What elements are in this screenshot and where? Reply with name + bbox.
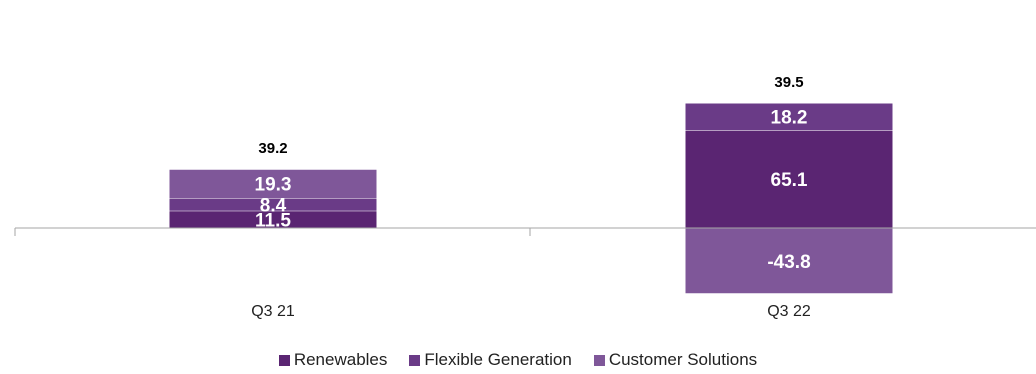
x-tick-label: Q3 22 <box>767 303 811 320</box>
legend-item-renewables: Renewables <box>278 350 388 370</box>
bar-segment-renewables <box>169 210 377 228</box>
legend-label: Customer Solutions <box>608 350 758 369</box>
legend: Renewables Flexible Generation Customer … <box>0 350 1036 370</box>
x-tick-label: Q3 21 <box>251 303 295 320</box>
legend-swatch <box>278 354 290 366</box>
data-label: 11.5 <box>255 210 291 231</box>
legend-swatch <box>593 354 605 366</box>
labels-layer: 11.58.419.3 39.2 Q3 21 65.1 18.2 -43.8 39.5 Q3 … <box>251 74 811 320</box>
legend-label: Flexible Generation <box>424 350 572 369</box>
data-label: 65.1 <box>771 170 808 191</box>
bar-segment-customer-solutions <box>685 228 893 294</box>
legend-item-customer-solutions: Customer Solutions <box>593 350 758 370</box>
total-label: 39.5 <box>774 74 803 91</box>
bar-segment-flexible-generation <box>685 103 893 131</box>
data-label: 19.3 <box>255 175 292 196</box>
data-label: 8.4 <box>260 195 287 216</box>
bar-segment-flexible-generation <box>169 198 377 211</box>
stacked-bar-chart: 11.58.419.3 39.2 Q3 21 65.1 18.2 -43.8 39.5 Q3 … <box>14 74 1036 320</box>
bar-segment-renewables <box>685 130 893 228</box>
data-label: -43.8 <box>767 252 810 273</box>
total-label: 39.2 <box>258 140 287 157</box>
legend-label: Renewables <box>293 350 388 369</box>
bar-segment-customer-solutions <box>169 169 377 199</box>
legend-swatch <box>409 354 421 366</box>
bars-layer <box>169 102 893 295</box>
data-label: 18.2 <box>771 108 808 129</box>
legend-item-flexible-generation: Flexible Generation <box>409 350 572 370</box>
